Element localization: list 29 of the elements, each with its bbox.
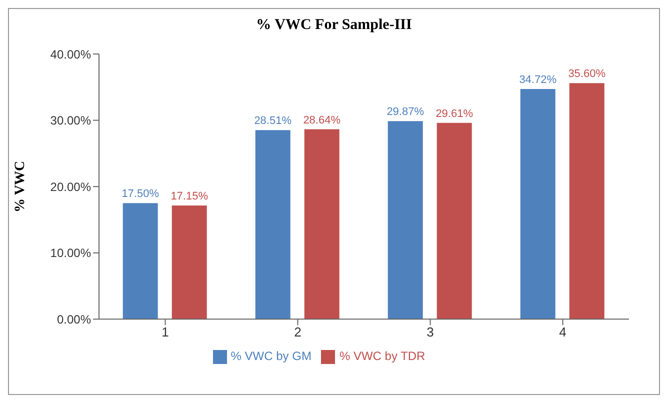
bar (122, 203, 158, 320)
bar (172, 205, 207, 320)
y-tick-label: 0.00% (56, 312, 92, 326)
y-tick-label: 30.00% (50, 114, 92, 128)
bar (436, 122, 472, 320)
data-label: 35.60% (568, 68, 606, 80)
y-tick-label: 20.00% (50, 180, 92, 194)
legend-label: % VWC by TDR (339, 349, 426, 364)
data-label: 29.87% (386, 106, 424, 118)
chart-title: % VWC For Sample-III (255, 17, 413, 34)
x-tick-label: 3 (426, 324, 434, 340)
bar (255, 130, 290, 320)
data-label: 28.64% (303, 114, 341, 126)
bar (388, 121, 423, 320)
bar (520, 89, 556, 320)
data-label: 34.72% (519, 74, 557, 86)
x-tick-label: 1 (162, 324, 169, 340)
x-tick-label: 2 (294, 324, 302, 340)
bar (569, 83, 604, 320)
y-axis-title: % VWC (12, 160, 28, 212)
data-label: 29.61% (436, 108, 474, 120)
bar (304, 129, 340, 320)
y-tick-label: 10.00% (50, 246, 92, 260)
legend-label: % VWC by GM (230, 349, 312, 364)
data-label: 17.50% (122, 188, 160, 200)
data-label: 28.51% (254, 115, 292, 128)
x-tick-label: 4 (559, 324, 566, 340)
y-tick-label: 40.00% (50, 47, 92, 62)
data-label: 17.15% (170, 190, 208, 202)
